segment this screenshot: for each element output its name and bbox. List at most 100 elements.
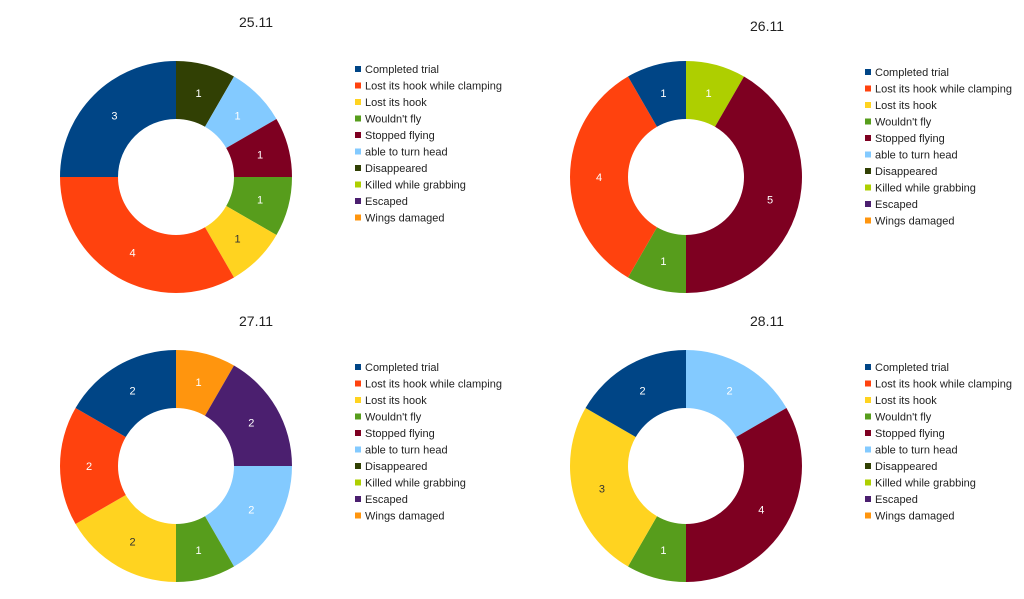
slice-value-label: 2 bbox=[726, 386, 732, 398]
legend-swatch-lost-its-hook-while-clamping bbox=[355, 380, 361, 387]
legend-label-able-to-turn-head: able to turn head bbox=[875, 150, 958, 162]
legend-label-disappeared: Disappeared bbox=[875, 461, 937, 473]
legend-label-escaped: Escaped bbox=[365, 494, 408, 506]
chart-title: 26.11 bbox=[750, 18, 784, 34]
slice-wouldn-t-fly bbox=[628, 516, 686, 582]
slice-killed-while-grabbing bbox=[686, 61, 744, 127]
legend-label-wouldn-t-fly: Wouldn't fly bbox=[875, 412, 932, 424]
legend: Completed trial Lost its hook while clamp… bbox=[865, 362, 1012, 523]
slice-value-label: 4 bbox=[596, 172, 602, 184]
chart-title: 25.11 bbox=[239, 14, 273, 30]
legend-label-killed-while-grabbing: Killed while grabbing bbox=[875, 183, 976, 195]
legend-swatch-escaped bbox=[865, 201, 871, 207]
legend-swatch-lost-its-hook-while-clamping bbox=[355, 82, 361, 89]
legend-swatch-killed-while-grabbing bbox=[355, 181, 361, 188]
chart-title: 28.11 bbox=[750, 313, 784, 329]
legend-label-killed-while-grabbing: Killed while grabbing bbox=[365, 180, 466, 192]
slice-value-label: 1 bbox=[660, 545, 666, 557]
legend: Completed trial Lost its hook while clamp… bbox=[865, 67, 1012, 228]
legend-swatch-wouldn-t-fly bbox=[355, 115, 361, 122]
legend-swatch-lost-its-hook bbox=[865, 397, 871, 403]
slice-wouldn-t-fly bbox=[628, 227, 686, 293]
legend-label-lost-its-hook: Lost its hook bbox=[365, 97, 427, 109]
legend-label-escaped: Escaped bbox=[365, 196, 408, 208]
slice-stopped-flying bbox=[686, 76, 802, 294]
slice-lost-its-hook-while-clamping bbox=[60, 408, 126, 524]
legend-swatch-disappeared bbox=[865, 168, 871, 174]
slice-completed-trial bbox=[585, 350, 686, 437]
slice-value-label: 1 bbox=[234, 110, 240, 122]
slice-completed-trial bbox=[628, 61, 686, 127]
slice-value-label: 1 bbox=[660, 256, 666, 268]
slice-lost-its-hook bbox=[570, 408, 657, 567]
slice-wouldn-t-fly bbox=[176, 516, 234, 582]
legend-swatch-disappeared bbox=[355, 463, 361, 469]
slice-lost-its-hook bbox=[75, 495, 176, 582]
legend-label-stopped-flying: Stopped flying bbox=[365, 428, 435, 440]
chart-25-11: 25.11 1 1 1 1 1 4 3 Completed trial Lost its ho… bbox=[60, 14, 502, 293]
legend-label-lost-its-hook-while-clamping: Lost its hook while clamping bbox=[875, 84, 1012, 96]
legend-label-disappeared: Disappeared bbox=[875, 166, 937, 178]
legend-swatch-stopped-flying bbox=[355, 132, 361, 138]
slice-lost-its-hook-while-clamping bbox=[60, 177, 234, 293]
legend-swatch-lost-its-hook bbox=[355, 397, 361, 403]
legend-label-able-to-turn-head: able to turn head bbox=[365, 147, 448, 159]
legend-label-wings-damaged: Wings damaged bbox=[365, 511, 445, 523]
legend-swatch-killed-while-grabbing bbox=[355, 479, 361, 486]
slice-value-label: 1 bbox=[257, 195, 263, 207]
legend-swatch-disappeared bbox=[865, 463, 871, 469]
legend-label-wings-damaged: Wings damaged bbox=[875, 216, 955, 228]
slices-group: 1 2 2 1 2 2 2 bbox=[60, 350, 292, 582]
slice-value-label: 1 bbox=[234, 234, 240, 246]
legend: Completed trial Lost its hook while clamp… bbox=[355, 64, 502, 225]
legend-label-disappeared: Disappeared bbox=[365, 461, 427, 473]
legend-swatch-lost-its-hook-while-clamping bbox=[865, 85, 871, 92]
legend-label-stopped-flying: Stopped flying bbox=[875, 428, 945, 440]
legend-label-completed-trial: Completed trial bbox=[365, 362, 439, 374]
slice-value-label: 1 bbox=[257, 149, 263, 161]
legend-label-wouldn-t-fly: Wouldn't fly bbox=[365, 114, 422, 126]
legend-swatch-able-to-turn-head bbox=[355, 148, 361, 155]
chart-26-11: 26.11 1 5 1 4 1 Completed trial Lost its hook… bbox=[570, 18, 1012, 294]
slice-able-to-turn-head bbox=[205, 466, 292, 567]
legend-swatch-lost-its-hook bbox=[865, 102, 871, 108]
slice-disappeared bbox=[176, 61, 234, 127]
slice-escaped bbox=[205, 365, 292, 466]
legend-label-lost-its-hook-while-clamping: Lost its hook while clamping bbox=[875, 379, 1012, 391]
legend-label-lost-its-hook-while-clamping: Lost its hook while clamping bbox=[365, 379, 502, 391]
slices-group: 1 1 1 1 1 4 3 bbox=[60, 61, 292, 293]
legend-swatch-completed-trial bbox=[865, 69, 871, 75]
slice-stopped-flying bbox=[686, 408, 802, 582]
legend-swatch-stopped-flying bbox=[865, 135, 871, 141]
legend-label-escaped: Escaped bbox=[875, 494, 918, 506]
legend-swatch-wings-damaged bbox=[865, 217, 871, 224]
legend-label-lost-its-hook: Lost its hook bbox=[365, 395, 427, 407]
legend-label-completed-trial: Completed trial bbox=[875, 362, 949, 374]
legend-label-wings-damaged: Wings damaged bbox=[365, 213, 445, 225]
legend-swatch-wouldn-t-fly bbox=[355, 413, 361, 420]
legend-swatch-disappeared bbox=[355, 165, 361, 171]
slice-value-label: 1 bbox=[195, 88, 201, 100]
legend-label-lost-its-hook-while-clamping: Lost its hook while clamping bbox=[365, 81, 502, 93]
slice-wings-damaged bbox=[176, 350, 234, 416]
legend-label-killed-while-grabbing: Killed while grabbing bbox=[875, 478, 976, 490]
legend-label-completed-trial: Completed trial bbox=[875, 67, 949, 79]
legend-label-stopped-flying: Stopped flying bbox=[365, 130, 435, 142]
legend-label-wings-damaged: Wings damaged bbox=[875, 511, 955, 523]
slice-value-label: 2 bbox=[248, 505, 254, 517]
chart-28-11: 28.11 2 4 1 3 2 Completed trial Lost its hook… bbox=[570, 313, 1012, 582]
legend-swatch-able-to-turn-head bbox=[355, 446, 361, 453]
legend-swatch-completed-trial bbox=[865, 364, 871, 370]
slice-value-label: 2 bbox=[129, 386, 135, 398]
legend-label-stopped-flying: Stopped flying bbox=[875, 133, 945, 145]
legend-swatch-killed-while-grabbing bbox=[865, 479, 871, 486]
slice-value-label: 4 bbox=[129, 247, 135, 259]
slice-value-label: 2 bbox=[86, 461, 92, 473]
slice-value-label: 1 bbox=[660, 88, 666, 100]
legend-label-lost-its-hook: Lost its hook bbox=[875, 395, 937, 407]
legend-swatch-killed-while-grabbing bbox=[865, 184, 871, 191]
slice-value-label: 2 bbox=[129, 536, 135, 548]
legend-swatch-wings-damaged bbox=[865, 512, 871, 519]
legend-label-able-to-turn-head: able to turn head bbox=[875, 445, 958, 457]
legend-swatch-wings-damaged bbox=[355, 214, 361, 221]
